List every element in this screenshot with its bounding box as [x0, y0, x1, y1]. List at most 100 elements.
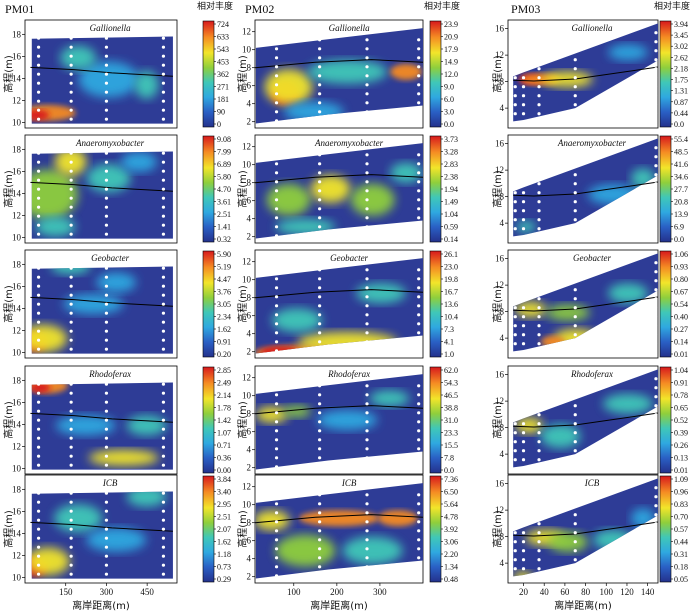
colorbar-tick-label: 2.95 — [217, 500, 231, 509]
sampling-point — [365, 538, 369, 542]
colorbar — [429, 475, 442, 583]
colorbar-tick-label: 1.0 — [444, 350, 454, 359]
sampling-point — [417, 547, 421, 551]
sampling-point — [513, 504, 517, 508]
colorbar-tick-label: 362 — [217, 70, 229, 79]
sampling-point — [573, 227, 577, 231]
sampling-point — [513, 40, 517, 44]
sampling-point — [573, 540, 577, 544]
panel-PM01-2: Geobacter 10 12 14 16 18 高程(m) 5.90 5.19 4.47 3.76… — [2, 249, 231, 359]
sampling-point — [69, 266, 73, 270]
sampling-point — [417, 556, 421, 560]
sampling-point — [274, 547, 279, 551]
y-axis-label: 高程(m) — [236, 55, 249, 93]
y-axis-label: 高程(m) — [2, 510, 15, 548]
sampling-point — [513, 333, 517, 337]
sampling-point — [537, 386, 541, 390]
sampling-point — [365, 153, 369, 157]
sampling-point — [274, 556, 279, 560]
y-tick-label: 18 — [12, 375, 22, 385]
sampling-point — [417, 438, 421, 442]
sampling-point — [104, 427, 109, 431]
contour-blob — [275, 534, 336, 567]
sampling-point — [537, 297, 541, 301]
colorbar-tick-label: 38.8 — [444, 404, 458, 413]
colorbar-tick-label: 62.0 — [444, 366, 458, 375]
colorbar-tick-label: 27.7 — [674, 185, 688, 194]
y-tick-label: 8 — [500, 423, 505, 433]
sampling-point — [161, 572, 166, 576]
sampling-point — [104, 266, 109, 270]
y-tick-label: 8 — [247, 293, 252, 303]
sampling-point — [36, 232, 41, 236]
water-table-line — [513, 412, 659, 428]
sampling-point — [69, 205, 73, 209]
sampling-point — [521, 288, 526, 292]
sampling-point — [36, 178, 41, 182]
sampling-point — [513, 531, 517, 535]
sampling-point — [104, 347, 109, 351]
sampling-point — [537, 549, 541, 553]
y-tick-label: 4 — [247, 99, 252, 109]
sampling-point — [69, 293, 73, 297]
sampling-point — [537, 67, 541, 71]
sampling-point — [318, 304, 322, 308]
sampling-point — [537, 333, 541, 337]
colorbar — [659, 20, 672, 128]
sampling-point — [274, 74, 279, 78]
sampling-point — [654, 513, 658, 517]
colorbar-tick-label: 46.5 — [444, 391, 458, 400]
sampling-point — [69, 329, 73, 333]
sampling-point — [654, 94, 658, 98]
y-tick-label: 8 — [247, 409, 252, 419]
y-tick-label: 8 — [247, 178, 252, 188]
sampling-point — [69, 63, 73, 67]
contour-domain — [513, 478, 658, 577]
sampling-point — [36, 160, 41, 164]
water-table-line — [30, 296, 173, 307]
sampling-point — [104, 72, 109, 76]
sampling-point — [69, 454, 73, 458]
species-label: Anaeromyxobacter — [314, 138, 384, 148]
sampling-point — [537, 422, 541, 426]
sampling-point — [654, 306, 658, 310]
sampling-point — [417, 493, 421, 497]
sampling-point — [654, 218, 658, 222]
sampling-point — [161, 554, 166, 558]
colorbar-tick-label: 19.8 — [444, 275, 458, 284]
contour-fill — [255, 390, 410, 430]
sampling-point — [521, 49, 526, 53]
sampling-point — [573, 49, 577, 53]
sampling-point — [521, 324, 526, 328]
colorbar-tick-label: 4.78 — [444, 513, 458, 522]
sampling-point — [104, 45, 109, 49]
sampling-point — [365, 420, 369, 424]
colorbar-tick-label: 0.31 — [674, 550, 688, 559]
sampling-point — [318, 438, 322, 442]
sampling-point — [573, 288, 577, 292]
sampling-point — [318, 153, 322, 157]
sampling-point — [69, 311, 73, 315]
sampling-point — [417, 65, 421, 69]
sampling-point — [513, 342, 517, 346]
y-tick-label: 6 — [247, 81, 252, 91]
y-tick-label: 6 — [247, 536, 252, 546]
sampling-point — [318, 92, 322, 96]
sampling-point — [417, 447, 421, 451]
sampling-point — [69, 214, 73, 218]
sampling-point — [69, 427, 73, 431]
sampling-point — [654, 315, 658, 319]
sampling-point — [104, 500, 109, 504]
sampling-point — [365, 119, 369, 123]
contour-fill — [31, 151, 157, 237]
colorbar-tick-label: 2.51 — [217, 210, 231, 219]
colorbar-tick-label: 0.14 — [674, 338, 688, 347]
sampling-point — [274, 538, 279, 542]
sampling-point — [537, 58, 541, 62]
colorbar-tick-label: 0.20 — [217, 350, 231, 359]
sampling-point — [36, 500, 41, 504]
colorbar-tick-label: 1.41 — [217, 223, 231, 232]
colorbar-tick-label: 20.8 — [674, 198, 688, 207]
sampling-point — [274, 304, 279, 308]
sampling-point — [365, 295, 369, 299]
